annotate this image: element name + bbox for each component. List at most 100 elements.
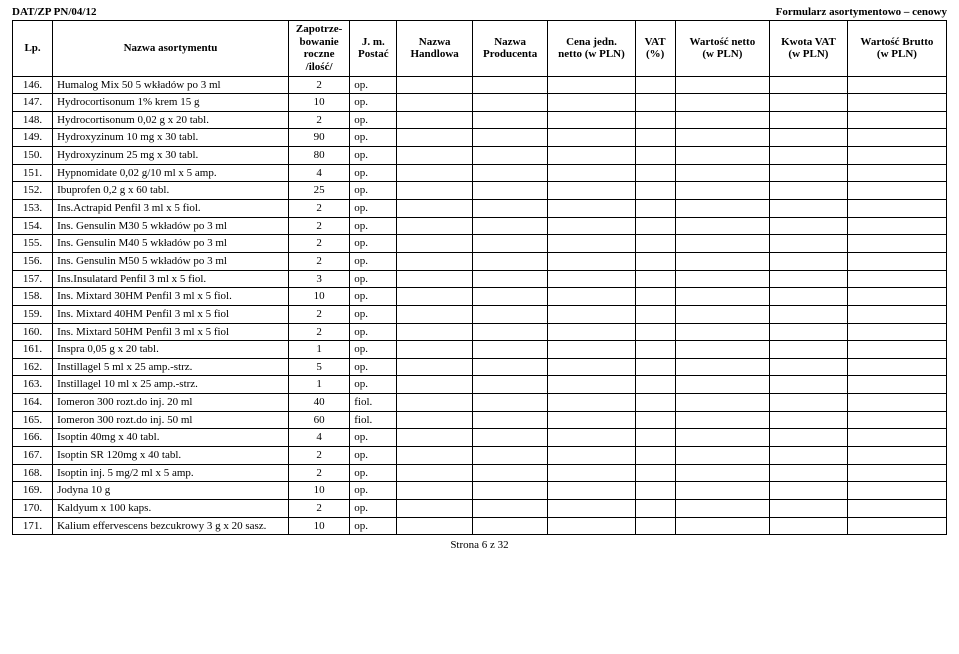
cell-vat-amount (770, 235, 848, 253)
cell-vat (635, 411, 675, 429)
cell-producer (472, 323, 547, 341)
cell-qty: 2 (288, 499, 349, 517)
cell-trade-name (397, 429, 472, 447)
cell-unit: op. (350, 358, 397, 376)
cell-unit-price (548, 447, 635, 465)
cell-qty: 10 (288, 482, 349, 500)
cell-trade-name (397, 94, 472, 112)
cell-unit-price (548, 111, 635, 129)
cell-qty: 3 (288, 270, 349, 288)
col-vat-amount: Kwota VAT(w PLN) (770, 21, 848, 77)
cell-value-net (675, 411, 769, 429)
table-row: 149.Hydroxyzinum 10 mg x 30 tabl.90op. (13, 129, 947, 147)
cell-vat-amount (770, 429, 848, 447)
cell-qty: 2 (288, 305, 349, 323)
table-row: 161.Inspra 0,05 g x 20 tabl.1op. (13, 341, 947, 359)
cell-name: Humalog Mix 50 5 wkładów po 3 ml (53, 76, 289, 94)
cell-trade-name (397, 341, 472, 359)
cell-trade-name (397, 323, 472, 341)
cell-vat (635, 482, 675, 500)
cell-trade-name (397, 394, 472, 412)
cell-name: Ins. Gensulin M30 5 wkładów po 3 ml (53, 217, 289, 235)
cell-lp: 170. (13, 499, 53, 517)
cell-value-net (675, 341, 769, 359)
table-row: 153.Ins.Actrapid Penfil 3 ml x 5 fiol.2o… (13, 200, 947, 218)
cell-trade-name (397, 376, 472, 394)
cell-qty: 2 (288, 323, 349, 341)
cell-vat (635, 182, 675, 200)
table-row: 155.Ins. Gensulin M40 5 wkładów po 3 ml2… (13, 235, 947, 253)
cell-vat (635, 323, 675, 341)
cell-name: Hydroxyzinum 10 mg x 30 tabl. (53, 129, 289, 147)
table-row: 162.Instillagel 5 ml x 25 amp.-strz.5op. (13, 358, 947, 376)
cell-unit-price (548, 200, 635, 218)
cell-trade-name (397, 76, 472, 94)
cell-unit: op. (350, 517, 397, 535)
col-value-net: Wartość netto(w PLN) (675, 21, 769, 77)
col-vat: VAT(%) (635, 21, 675, 77)
table-row: 169.Jodyna 10 g10op. (13, 482, 947, 500)
col-trade-name: NazwaHandlowa (397, 21, 472, 77)
cell-name: Ins. Mixtard 50HM Penfil 3 ml x 5 fiol (53, 323, 289, 341)
cell-name: Hydrocortisonum 1% krem 15 g (53, 94, 289, 112)
cell-value-gross (847, 482, 946, 500)
cell-trade-name (397, 517, 472, 535)
cell-value-net (675, 323, 769, 341)
cell-value-net (675, 376, 769, 394)
table-row: 168.Isoptin inj. 5 mg/2 ml x 5 amp.2op. (13, 464, 947, 482)
cell-lp: 162. (13, 358, 53, 376)
cell-qty: 2 (288, 464, 349, 482)
table-row: 158.Ins. Mixtard 30HM Penfil 3 ml x 5 fi… (13, 288, 947, 306)
cell-vat-amount (770, 147, 848, 165)
cell-producer (472, 200, 547, 218)
cell-name: Ins.Insulatard Penfil 3 ml x 5 fiol. (53, 270, 289, 288)
cell-producer (472, 411, 547, 429)
cell-qty: 2 (288, 447, 349, 465)
cell-value-net (675, 358, 769, 376)
cell-lp: 157. (13, 270, 53, 288)
cell-lp: 146. (13, 76, 53, 94)
cell-value-net (675, 200, 769, 218)
cell-lp: 159. (13, 305, 53, 323)
cell-value-gross (847, 147, 946, 165)
cell-trade-name (397, 411, 472, 429)
cell-vat-amount (770, 200, 848, 218)
cell-value-gross (847, 323, 946, 341)
cell-trade-name (397, 147, 472, 165)
page-number: Strona 6 z 32 (12, 539, 947, 551)
cell-unit: op. (350, 129, 397, 147)
cell-trade-name (397, 111, 472, 129)
cell-vat-amount (770, 376, 848, 394)
cell-vat (635, 517, 675, 535)
table-row: 154.Ins. Gensulin M30 5 wkładów po 3 ml2… (13, 217, 947, 235)
cell-value-gross (847, 129, 946, 147)
cell-name: Kalium effervescens bezcukrowy 3 g x 20 … (53, 517, 289, 535)
cell-vat-amount (770, 111, 848, 129)
cell-unit: op. (350, 182, 397, 200)
cell-producer (472, 182, 547, 200)
cell-unit-price (548, 270, 635, 288)
cell-lp: 150. (13, 147, 53, 165)
cell-name: Hypnomidate 0,02 g/10 ml x 5 amp. (53, 164, 289, 182)
cell-vat (635, 200, 675, 218)
cell-value-net (675, 94, 769, 112)
cell-value-gross (847, 376, 946, 394)
cell-vat (635, 94, 675, 112)
cell-vat-amount (770, 270, 848, 288)
cell-unit: op. (350, 305, 397, 323)
cell-value-net (675, 111, 769, 129)
col-name: Nazwa asortymentu (53, 21, 289, 77)
cell-value-net (675, 482, 769, 500)
table-row: 165.Iomeron 300 rozt.do inj. 50 ml60fiol… (13, 411, 947, 429)
cell-value-gross (847, 94, 946, 112)
cell-lp: 147. (13, 94, 53, 112)
cell-name: Kaldyum x 100 kaps. (53, 499, 289, 517)
cell-vat-amount (770, 288, 848, 306)
cell-producer (472, 94, 547, 112)
cell-value-net (675, 429, 769, 447)
cell-producer (472, 217, 547, 235)
cell-vat-amount (770, 94, 848, 112)
cell-trade-name (397, 200, 472, 218)
cell-vat (635, 464, 675, 482)
cell-value-net (675, 499, 769, 517)
